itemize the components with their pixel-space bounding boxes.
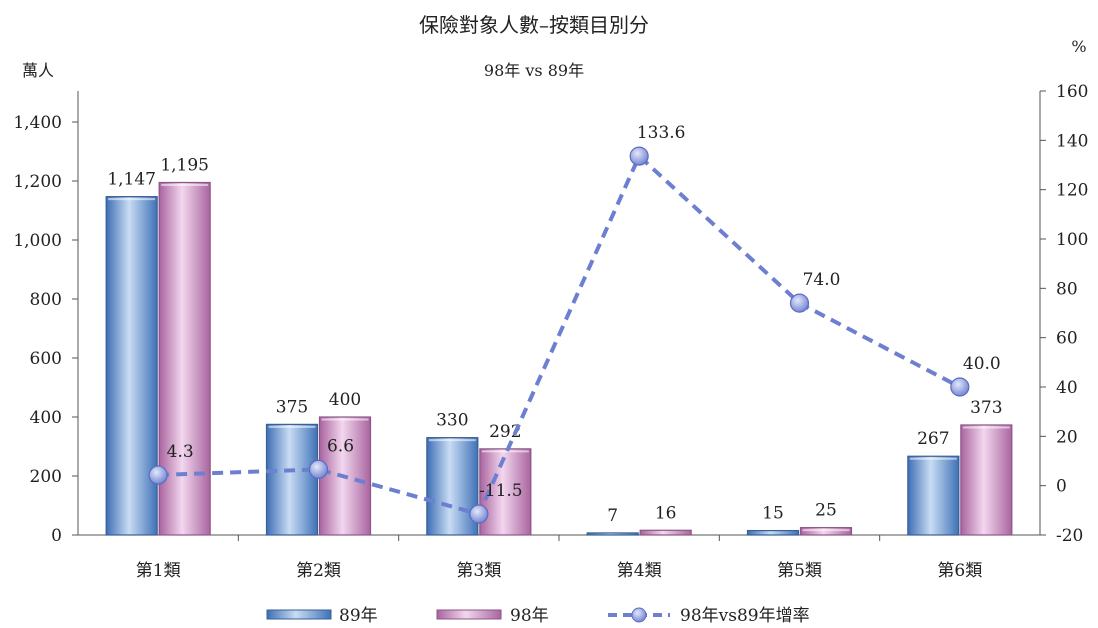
category-label: 第4類 (617, 561, 662, 581)
left-tick-label: 0 (51, 526, 62, 546)
right-tick-label: 20 (1056, 427, 1078, 447)
bar-highlight (321, 418, 369, 421)
legend-swatch-89 (266, 609, 332, 620)
legend-label-growth: 98年vs89年增率 (680, 606, 810, 626)
chart-title: 保險對象人數–按類目別分 (419, 13, 649, 37)
right-tick-label: 100 (1056, 230, 1088, 250)
bar-value-label: 330 (436, 411, 468, 431)
bar-value-label: 1,195 (160, 155, 209, 175)
bar-98 (960, 424, 1013, 536)
bar-value-label: 373 (970, 398, 1002, 418)
bar-value-label: 7 (607, 506, 618, 526)
bar-value-label: 15 (762, 504, 784, 524)
right-tick-label: 160 (1056, 82, 1088, 102)
bar-98 (799, 527, 853, 536)
growth-value-label: -11.5 (479, 481, 523, 501)
left-tick-label: 800 (30, 290, 62, 310)
bar-highlight (481, 450, 529, 453)
legend-swatch-98 (436, 609, 502, 620)
right-tick-label: 120 (1056, 181, 1088, 201)
bar-value-label: 1,147 (107, 170, 156, 190)
left-axis-ticks: 0 200 400 600 800 1,000 1,200 1,400 (13, 113, 78, 546)
bar-highlight (108, 198, 156, 201)
growth-value-label: 6.6 (327, 436, 354, 456)
bar-value-label: 400 (329, 390, 361, 410)
left-tick-label: 200 (30, 467, 62, 487)
right-tick-label: 40 (1056, 378, 1078, 398)
legend: 89年 98年 98年vs89年增率 (266, 606, 810, 626)
bar-value-label: 25 (815, 501, 837, 521)
growth-line-path (158, 152, 961, 517)
bar-highlight (962, 426, 1010, 429)
right-tick-label: 80 (1056, 279, 1078, 299)
growth-value-label: 40.0 (963, 354, 1001, 374)
legend-label-89: 89年 (339, 606, 378, 626)
right-axis-ticks: -20 0 20 40 60 80 100 120 140 160 (1040, 82, 1088, 546)
category-label: 第2類 (296, 561, 341, 581)
bar-89 (586, 532, 639, 536)
bar-89 (265, 423, 319, 536)
chart-subtitle: 98年 vs 89年 (484, 61, 584, 80)
category-label: 第6類 (937, 561, 982, 581)
left-tick-label: 1,200 (13, 172, 62, 192)
bar-98 (158, 181, 211, 536)
bar-89 (907, 455, 960, 536)
left-tick-label: 600 (30, 349, 62, 369)
left-axis-unit: 萬人 (22, 61, 54, 80)
growth-point (469, 504, 489, 524)
right-tick-label: 60 (1056, 329, 1078, 349)
legend-marker-growth (631, 607, 647, 623)
bar-highlight (428, 439, 476, 442)
bar-89 (426, 437, 479, 536)
growth-value-label: 133.6 (637, 123, 686, 143)
legend-label-98: 98年 (510, 606, 549, 626)
bar-value-label: 375 (276, 397, 308, 417)
category-label: 第3類 (456, 561, 501, 581)
growth-point (308, 459, 329, 479)
growth-value-label: 4.3 (167, 442, 194, 462)
bar-89 (105, 196, 158, 536)
bar-value-label: 16 (655, 503, 677, 523)
growth-point (789, 293, 810, 313)
right-tick-label: 140 (1056, 131, 1088, 151)
bar-highlight (161, 183, 209, 186)
bar-value-label: 267 (917, 429, 949, 449)
category-label: 第5類 (777, 561, 822, 581)
growth-point (950, 377, 970, 397)
bar-value-label: 292 (489, 422, 521, 442)
bar-89 (746, 529, 800, 536)
category-labels: 第1類 第2類 第3類 第4類 第5類 第6類 (136, 535, 982, 581)
bar-highlight (802, 529, 850, 532)
growth-point (629, 146, 649, 166)
left-tick-label: 400 (30, 408, 62, 428)
bar-98 (639, 529, 692, 536)
growth-point (148, 465, 168, 485)
left-tick-label: 1,400 (13, 113, 62, 133)
right-tick-label: -20 (1056, 526, 1083, 546)
bar-highlight (909, 457, 957, 460)
left-tick-label: 1,000 (13, 231, 62, 251)
bars (105, 181, 1013, 536)
right-axis-unit: % (1071, 37, 1086, 56)
category-label: 第1類 (136, 561, 181, 581)
bar-highlight (268, 425, 316, 428)
growth-value-label: 74.0 (803, 270, 841, 290)
right-tick-label: 0 (1056, 477, 1067, 497)
growth-line: 4.3 6.6 -11.5 133.6 74.0 40.0 (148, 123, 1001, 524)
